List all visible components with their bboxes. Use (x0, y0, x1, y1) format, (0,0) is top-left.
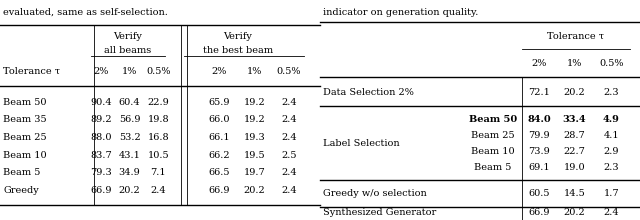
Text: 22.7: 22.7 (563, 147, 586, 156)
Text: 66.9: 66.9 (529, 208, 550, 217)
Text: 2.3: 2.3 (604, 88, 619, 97)
Text: 4.9: 4.9 (603, 115, 620, 124)
Text: 1%: 1% (122, 67, 138, 76)
Text: 2.4: 2.4 (150, 186, 166, 195)
Text: Greedy: Greedy (3, 186, 39, 195)
Text: Beam 10: Beam 10 (3, 151, 47, 160)
Text: 19.2: 19.2 (244, 116, 265, 124)
Text: 66.0: 66.0 (209, 116, 230, 124)
Text: Beam 25: Beam 25 (471, 131, 515, 140)
Text: 66.9: 66.9 (90, 186, 111, 195)
Text: 66.9: 66.9 (209, 186, 230, 195)
Text: evaluated, same as self-selection.: evaluated, same as self-selection. (3, 8, 168, 17)
Text: 1%: 1% (566, 59, 582, 68)
Text: 33.4: 33.4 (563, 115, 586, 124)
Text: the best beam: the best beam (202, 46, 273, 55)
Text: 19.2: 19.2 (244, 98, 265, 107)
Text: 19.0: 19.0 (564, 163, 585, 172)
Text: Beam 25: Beam 25 (3, 133, 47, 142)
Text: 1%: 1% (246, 67, 262, 76)
Text: 19.5: 19.5 (244, 151, 265, 160)
Text: Beam 10: Beam 10 (471, 147, 515, 156)
Text: Label Selection: Label Selection (323, 139, 400, 148)
Text: 84.0: 84.0 (527, 115, 551, 124)
Text: 53.2: 53.2 (119, 133, 140, 142)
Text: 2.9: 2.9 (604, 147, 619, 156)
Text: Beam 35: Beam 35 (3, 116, 47, 124)
Text: 19.8: 19.8 (148, 116, 169, 124)
Text: Tolerance τ: Tolerance τ (547, 32, 605, 41)
Text: 2.4: 2.4 (281, 98, 296, 107)
Text: Verify: Verify (113, 32, 143, 41)
Text: indicator on generation quality.: indicator on generation quality. (323, 8, 479, 17)
Text: 89.2: 89.2 (90, 116, 111, 124)
Text: 14.5: 14.5 (564, 189, 585, 198)
Text: 16.8: 16.8 (148, 133, 169, 142)
Text: 4.1: 4.1 (604, 131, 619, 140)
Text: 7.1: 7.1 (150, 168, 166, 177)
Text: 2.4: 2.4 (281, 168, 296, 177)
Text: Greedy w/o selection: Greedy w/o selection (323, 189, 427, 198)
Text: 2.4: 2.4 (281, 133, 296, 142)
Text: 66.2: 66.2 (209, 151, 230, 160)
Text: 2.4: 2.4 (281, 186, 296, 195)
Text: 34.9: 34.9 (119, 168, 140, 177)
Text: 2.4: 2.4 (604, 208, 619, 217)
Text: 19.7: 19.7 (244, 168, 265, 177)
Text: 2%: 2% (211, 67, 227, 76)
Text: 20.2: 20.2 (119, 186, 140, 195)
Text: 0.5%: 0.5% (146, 67, 171, 76)
Text: 2.5: 2.5 (281, 151, 296, 160)
Text: all beams: all beams (104, 46, 152, 55)
Text: Beam 5: Beam 5 (3, 168, 40, 177)
Text: 22.9: 22.9 (148, 98, 169, 107)
Text: 2.3: 2.3 (604, 163, 619, 172)
Text: Tolerance τ: Tolerance τ (3, 67, 60, 76)
Text: 69.1: 69.1 (529, 163, 550, 172)
Text: 88.0: 88.0 (90, 133, 111, 142)
Text: 60.5: 60.5 (529, 189, 550, 198)
Text: 20.2: 20.2 (564, 208, 585, 217)
Text: 79.9: 79.9 (529, 131, 550, 140)
Text: 20.2: 20.2 (244, 186, 265, 195)
Text: 2%: 2% (93, 67, 109, 76)
Text: 28.7: 28.7 (564, 131, 585, 140)
Text: 73.9: 73.9 (529, 147, 550, 156)
Text: 66.5: 66.5 (209, 168, 230, 177)
Text: 79.3: 79.3 (90, 168, 111, 177)
Text: Data Selection 2%: Data Selection 2% (323, 88, 414, 97)
Text: 66.1: 66.1 (209, 133, 230, 142)
Text: 2%: 2% (531, 59, 547, 68)
Text: 60.4: 60.4 (119, 98, 140, 107)
Text: Beam 5: Beam 5 (474, 163, 511, 172)
Text: 65.9: 65.9 (209, 98, 230, 107)
Text: 2.4: 2.4 (281, 116, 296, 124)
Text: 90.4: 90.4 (90, 98, 111, 107)
Text: 72.1: 72.1 (528, 88, 550, 97)
Text: Verify: Verify (223, 32, 252, 41)
Text: Synthesized Generator: Synthesized Generator (323, 208, 436, 217)
Text: 1.7: 1.7 (604, 189, 619, 198)
Text: Beam 50: Beam 50 (468, 115, 517, 124)
Text: 19.3: 19.3 (244, 133, 265, 142)
Text: 0.5%: 0.5% (276, 67, 301, 76)
Text: 56.9: 56.9 (119, 116, 140, 124)
Text: 20.2: 20.2 (564, 88, 585, 97)
Text: 83.7: 83.7 (90, 151, 111, 160)
Text: 43.1: 43.1 (118, 151, 141, 160)
Text: 10.5: 10.5 (148, 151, 169, 160)
Text: Beam 50: Beam 50 (3, 98, 47, 107)
Text: 0.5%: 0.5% (599, 59, 623, 68)
